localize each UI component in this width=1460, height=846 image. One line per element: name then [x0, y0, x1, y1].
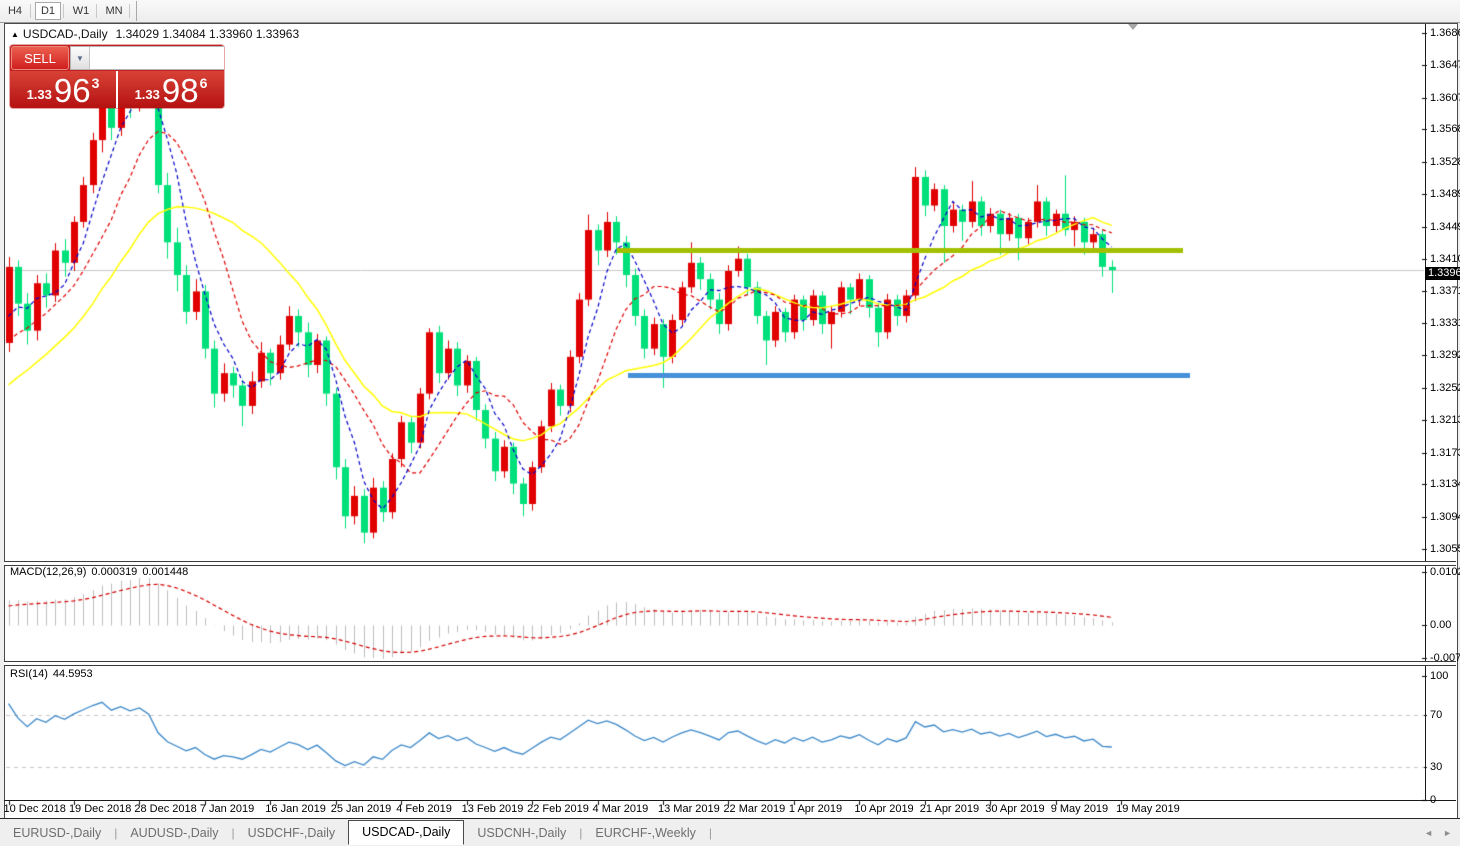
volume-spinner: ▼ ▲ [70, 46, 224, 70]
date-axis-divider [4, 800, 1456, 801]
chart-tab-bar: EURUSD-,Daily | AUDUSD-,Daily | USDCHF-,Dail… [0, 818, 1460, 846]
buy-price-prefix: 1.33 [134, 87, 160, 102]
toolbar-separator [30, 4, 31, 18]
volume-decrease-button[interactable]: ▼ [71, 47, 90, 69]
tab-usdcad-daily[interactable]: USDCAD-,Daily [348, 819, 465, 845]
timeframe-toolbar: H4 D1 W1 MN [0, 0, 1460, 23]
tab-scroll-arrows: ◄ ► [1424, 828, 1452, 838]
macd-pane-splitter[interactable] [4, 561, 1456, 566]
tab-separator: | [231, 826, 235, 840]
volume-input[interactable] [90, 47, 224, 69]
timeframe-button-d1[interactable]: D1 [35, 2, 61, 20]
tab-eurusd-daily[interactable]: EURUSD-,Daily [13, 826, 102, 840]
timeframe-button-mn[interactable]: MN [101, 2, 127, 20]
timeframe-button-w1[interactable]: W1 [68, 2, 94, 20]
tab-scroll-left-icon[interactable]: ◄ [1424, 828, 1434, 838]
buy-price-display[interactable]: 1.33 98 6 [118, 71, 224, 108]
price-divider [116, 71, 118, 108]
buy-price-sup: 6 [199, 75, 208, 91]
tab-separator: | [579, 826, 583, 840]
sell-price-display[interactable]: 1.33 96 3 [10, 71, 116, 108]
one-click-trading-panel: SELL ▼ ▲ BUY 1.33 96 3 1.33 98 6 [10, 45, 224, 108]
sell-button[interactable]: SELL [11, 46, 69, 70]
tab-usdchf-daily[interactable]: USDCHF-,Daily [247, 826, 336, 840]
toolbar-separator [136, 1, 137, 21]
toolbar-separator [129, 4, 130, 18]
sell-price-big: 96 [53, 72, 91, 108]
tab-scroll-right-icon[interactable]: ► [1443, 828, 1452, 838]
buy-price-big: 98 [161, 72, 199, 108]
sell-price-sup: 3 [91, 75, 100, 91]
toolbar-separator [63, 4, 64, 18]
rsi-pane-splitter[interactable] [4, 661, 1456, 666]
tab-usdcnh-daily[interactable]: USDCNH-,Daily [477, 826, 567, 840]
tab-audusd-daily[interactable]: AUDUSD-,Daily [130, 826, 219, 840]
toolbar-separator [96, 4, 97, 18]
tab-eurchf-weekly[interactable]: EURCHF-,Weekly [595, 826, 696, 840]
tab-separator: | [114, 826, 118, 840]
tab-separator: | [708, 826, 712, 840]
timeframe-button-h4[interactable]: H4 [2, 2, 28, 20]
sell-price-prefix: 1.33 [26, 87, 52, 102]
price-axis-divider [1425, 24, 1426, 800]
